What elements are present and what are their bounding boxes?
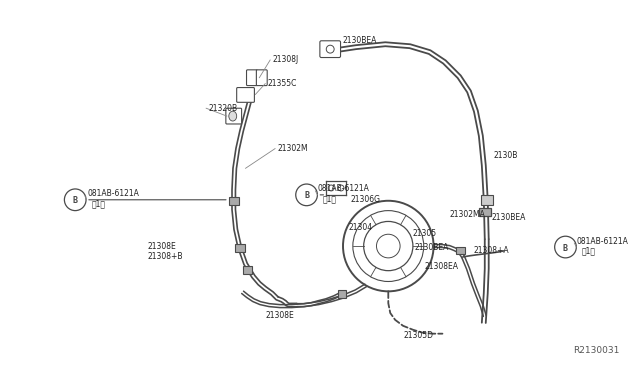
Text: 2130BEA: 2130BEA — [342, 36, 376, 45]
Text: （1）: （1） — [581, 247, 595, 256]
Bar — [338, 291, 346, 298]
Text: 081AB-6121A: 081AB-6121A — [577, 237, 628, 246]
Text: 21302MA: 21302MA — [449, 210, 485, 219]
Text: 21355C: 21355C — [267, 79, 296, 88]
Ellipse shape — [229, 111, 237, 121]
Bar — [456, 247, 465, 254]
Text: 2130BEA: 2130BEA — [415, 243, 449, 251]
Text: B: B — [563, 244, 568, 253]
Text: 21308EA: 21308EA — [425, 262, 459, 271]
FancyBboxPatch shape — [257, 70, 267, 86]
Text: B: B — [73, 196, 77, 205]
Text: 21302M: 21302M — [277, 144, 308, 153]
Circle shape — [296, 184, 317, 206]
Text: （1）: （1） — [92, 199, 106, 208]
FancyBboxPatch shape — [226, 108, 242, 124]
Text: 21305D: 21305D — [403, 331, 433, 340]
Text: 21306G: 21306G — [351, 195, 381, 204]
Bar — [235, 244, 244, 252]
Text: R2130031: R2130031 — [573, 346, 620, 355]
Bar — [481, 195, 493, 205]
FancyBboxPatch shape — [320, 41, 340, 58]
FancyBboxPatch shape — [246, 70, 257, 86]
Text: 21308+B: 21308+B — [147, 252, 182, 262]
Text: 21305: 21305 — [413, 229, 437, 238]
Bar — [243, 266, 252, 274]
Circle shape — [65, 189, 86, 211]
Text: 21308E: 21308E — [147, 241, 176, 251]
Text: 21304: 21304 — [349, 223, 373, 232]
Text: 21308+A: 21308+A — [474, 247, 509, 256]
Bar — [229, 197, 239, 205]
Text: 2130BEA: 2130BEA — [492, 213, 526, 222]
Text: （1）: （1） — [323, 194, 337, 203]
Text: 21320B: 21320B — [208, 104, 237, 113]
Text: B: B — [304, 191, 309, 201]
Text: 081AB-6121A: 081AB-6121A — [317, 185, 369, 193]
Text: 081AB-6121A: 081AB-6121A — [87, 189, 139, 198]
FancyBboxPatch shape — [237, 87, 255, 102]
Bar — [479, 208, 491, 215]
Circle shape — [555, 236, 577, 258]
Text: 2130B: 2130B — [493, 151, 518, 160]
Text: 21308J: 21308J — [272, 55, 298, 64]
Text: 21308E: 21308E — [265, 311, 294, 320]
